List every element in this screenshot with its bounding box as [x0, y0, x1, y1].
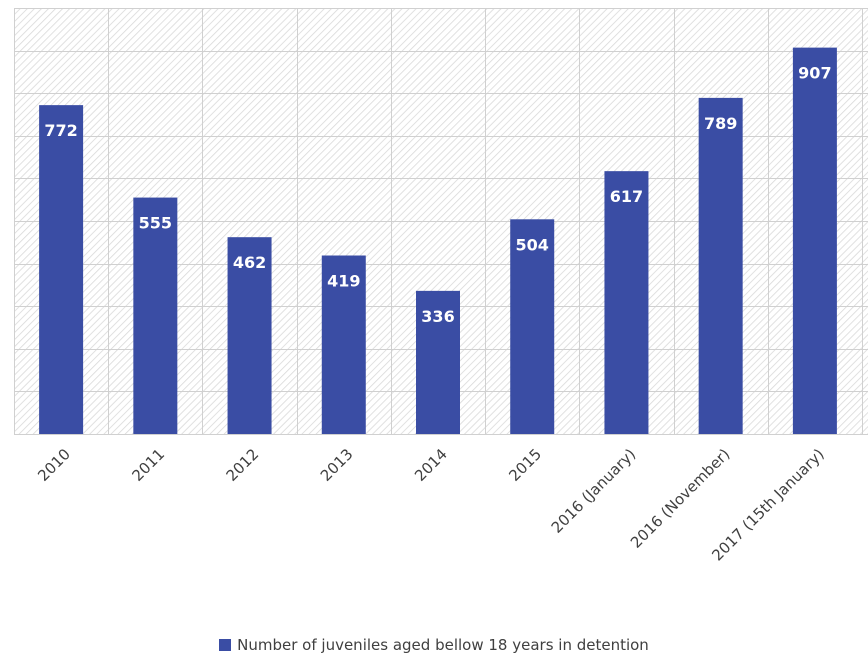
bar	[133, 197, 178, 434]
data-label: 617	[610, 187, 643, 206]
data-label: 772	[44, 121, 77, 140]
bar	[227, 237, 272, 434]
data-label: 907	[798, 64, 831, 83]
data-label: 336	[421, 307, 454, 326]
x-tick-label: 2014	[411, 445, 451, 485]
data-label: 789	[704, 114, 737, 133]
x-tick-label: 2011	[128, 445, 168, 485]
x-tick-label: 2010	[34, 445, 74, 485]
data-label: 504	[516, 235, 549, 254]
x-axis-tick-labels: 2010 2011 2012 2013 2014 2015 2016 (January)20…	[34, 445, 828, 564]
bars	[39, 47, 837, 435]
bar	[510, 219, 555, 434]
x-tick-label: 2012	[223, 445, 263, 485]
bar	[792, 47, 837, 434]
x-tick-label: 2013	[317, 445, 357, 485]
data-label: 555	[139, 214, 172, 233]
legend: Number of juveniles aged bellow 18 years…	[0, 636, 868, 654]
legend-label: Number of juveniles aged bellow 18 years…	[237, 636, 649, 654]
bar	[698, 97, 743, 435]
bar	[604, 171, 649, 434]
x-tick-label: 2015	[505, 445, 545, 485]
data-labels: 772 555 462 419 336 504 617 789 907	[44, 64, 831, 326]
bar	[416, 290, 460, 434]
bar	[39, 105, 84, 435]
x-tick-label: 2016 (November)	[627, 445, 734, 552]
legend-swatch	[219, 639, 232, 651]
x-tick-label: 2016 (January)	[548, 445, 640, 537]
data-label: 419	[327, 272, 360, 291]
bar	[321, 255, 366, 434]
data-label: 462	[233, 253, 266, 272]
